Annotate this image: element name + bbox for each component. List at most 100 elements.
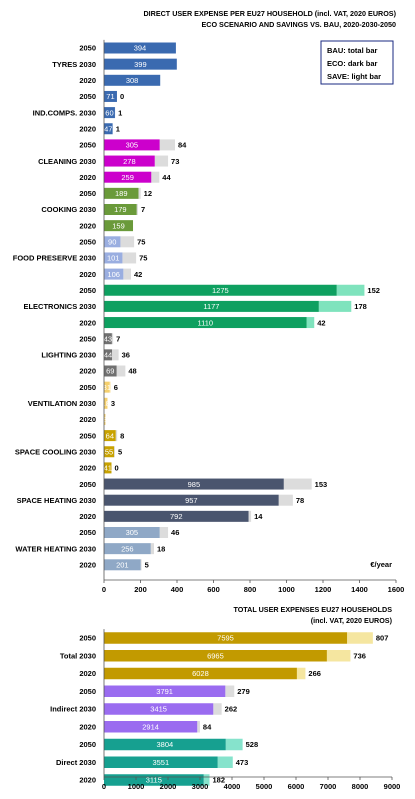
save-value-label: 44 bbox=[162, 173, 171, 182]
x-tick-label: 1200 bbox=[315, 585, 332, 594]
save-value-label: 8 bbox=[120, 431, 124, 440]
eco-value-label: 3804 bbox=[157, 740, 174, 749]
category-label: 2020 bbox=[79, 776, 96, 785]
eco-bar bbox=[104, 236, 121, 248]
save-bar bbox=[283, 478, 312, 490]
save-bar bbox=[306, 317, 315, 329]
eco-value-label: 90 bbox=[108, 238, 116, 247]
category-label: 2050 bbox=[79, 334, 96, 343]
category-label: 2050 bbox=[79, 44, 96, 53]
save-bar bbox=[225, 685, 235, 697]
save-value-label: 46 bbox=[171, 528, 179, 537]
eco-value-label: 6028 bbox=[192, 669, 209, 678]
save-bar bbox=[107, 397, 108, 409]
category-label: 2050 bbox=[79, 528, 96, 537]
legend-frame bbox=[320, 40, 394, 85]
save-bar bbox=[203, 774, 210, 786]
category-label: 2050 bbox=[79, 141, 96, 150]
save-bar bbox=[140, 559, 142, 571]
save-value-label: 5 bbox=[145, 561, 149, 570]
eco-bar bbox=[104, 510, 249, 522]
category-label: FOOD PRESERVE 2030 bbox=[13, 254, 96, 263]
save-value-label: 6 bbox=[114, 383, 118, 392]
category-label: 2050 bbox=[79, 383, 96, 392]
save-bar bbox=[336, 284, 365, 296]
save-value-label: 1 bbox=[116, 124, 120, 133]
x-tick-label: 1400 bbox=[351, 585, 368, 594]
chart2-subtitle: (incl. VAT, 2020 EUROS) bbox=[311, 616, 393, 625]
eco-bar bbox=[104, 333, 112, 345]
save-value-label: 7 bbox=[141, 205, 145, 214]
eco-bar bbox=[104, 397, 108, 409]
eco-value-label: 31 bbox=[103, 383, 111, 392]
eco-value-label: 308 bbox=[126, 76, 139, 85]
save-value-label: 75 bbox=[139, 254, 147, 263]
category-label: TYRES 2030 bbox=[52, 60, 96, 69]
save-value-label: 279 bbox=[237, 687, 250, 696]
eco-value-label: 1275 bbox=[212, 286, 229, 295]
eco-value-label: 41 bbox=[104, 464, 112, 473]
eco-bar bbox=[104, 349, 113, 361]
eco-bar bbox=[104, 721, 198, 733]
x-tick-label: 8000 bbox=[352, 782, 369, 791]
eco-value-label: 44 bbox=[104, 351, 112, 360]
eco-bar bbox=[104, 774, 204, 786]
eco-bar bbox=[104, 204, 137, 215]
save-bar bbox=[109, 381, 111, 393]
category-label: IND.COMPS. 2030 bbox=[33, 108, 96, 117]
save-bar bbox=[217, 756, 233, 768]
eco-bar bbox=[104, 252, 123, 264]
category-label: Total 2030 bbox=[60, 651, 96, 660]
eco-bar bbox=[104, 478, 284, 490]
chart2-plot: 2050 7595 807 Total 2030 6965 736 2020 6028 266 2… bbox=[50, 629, 400, 791]
x-tick-label: 1600 bbox=[388, 585, 405, 594]
eco-value-label: 2914 bbox=[142, 722, 159, 731]
x-tick-label: 400 bbox=[171, 585, 184, 594]
eco-bar bbox=[104, 220, 134, 232]
save-bar bbox=[115, 430, 118, 442]
save-value-label: 73 bbox=[171, 157, 179, 166]
x-tick-label: 3000 bbox=[192, 782, 209, 791]
eco-bar bbox=[104, 74, 161, 86]
category-label: SPACE COOLING 2030 bbox=[15, 447, 96, 456]
x-tick-label: 7000 bbox=[320, 782, 337, 791]
save-value-label: 42 bbox=[317, 318, 325, 327]
eco-value-label: 305 bbox=[126, 141, 139, 150]
category-label: 2020 bbox=[79, 415, 96, 424]
eco-value-label: 985 bbox=[188, 480, 201, 489]
save-value-label: 152 bbox=[367, 286, 380, 295]
eco-bar bbox=[104, 667, 297, 680]
eco-bar bbox=[104, 42, 176, 54]
save-value-label: 78 bbox=[296, 496, 304, 505]
eco-bar bbox=[104, 462, 112, 474]
legend-eco: ECO: dark bar bbox=[327, 59, 378, 68]
category-label: 2020 bbox=[79, 464, 96, 473]
eco-bar bbox=[104, 317, 307, 329]
eco-bar bbox=[104, 650, 327, 662]
save-value-label: 0 bbox=[120, 92, 124, 101]
category-label: 2050 bbox=[79, 480, 96, 489]
category-label: 2050 bbox=[79, 634, 96, 643]
save-bar bbox=[123, 268, 132, 280]
save-value-label: 3 bbox=[111, 399, 115, 408]
category-label: 2050 bbox=[79, 92, 96, 101]
eco-bar bbox=[104, 703, 214, 715]
x-tick-label: 4000 bbox=[224, 782, 241, 791]
eco-value-label: 8 bbox=[103, 415, 107, 424]
save-value-label: 528 bbox=[246, 740, 259, 749]
category-label: Indirect 2030 bbox=[50, 705, 96, 714]
save-bar bbox=[136, 204, 138, 215]
category-label: LIGHTING 2030 bbox=[41, 351, 96, 360]
eco-value-label: 179 bbox=[114, 205, 127, 214]
save-bar bbox=[347, 632, 373, 644]
category-label: 2020 bbox=[79, 561, 96, 570]
eco-bar bbox=[104, 494, 279, 506]
save-bar bbox=[151, 171, 160, 183]
save-value-label: 48 bbox=[128, 367, 136, 376]
eco-value-label: 43 bbox=[104, 334, 112, 343]
x-tick-label: 5000 bbox=[256, 782, 273, 791]
save-bar bbox=[278, 494, 293, 506]
category-label: Direct 2030 bbox=[56, 758, 96, 767]
